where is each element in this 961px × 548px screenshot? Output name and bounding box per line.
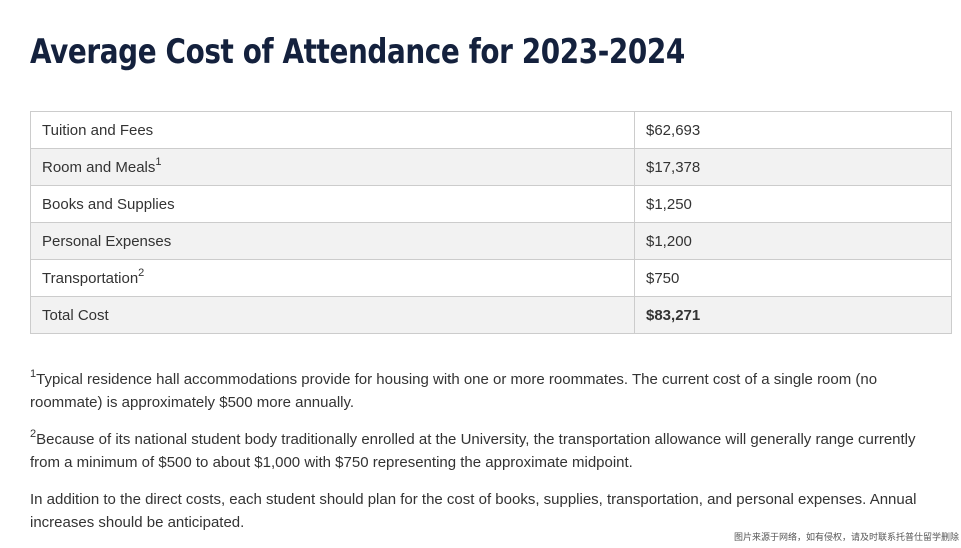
page-title: Average Cost of Attendance for 2023-2024	[30, 32, 685, 72]
footnote-marker: 2	[30, 428, 37, 440]
row-label: Room and Meals1	[30, 148, 635, 186]
row-label: Tuition and Fees	[30, 111, 635, 149]
footnote-1: 1Typical residence hall accommodations p…	[30, 368, 878, 412]
cost-table: Tuition and Fees $62,693 Room and Meals1…	[30, 111, 952, 334]
table-row-personal: Personal Expenses $1,200	[30, 222, 952, 260]
footnote-marker: 2	[138, 266, 145, 279]
row-value: $1,200	[634, 222, 952, 260]
row-label: Books and Supplies	[30, 185, 635, 223]
footnote-marker: 1	[155, 155, 162, 168]
row-label: Transportation2	[30, 259, 635, 297]
row-label: Personal Expenses	[30, 222, 635, 260]
footnote-2: 2Because of its national student body tr…	[30, 428, 916, 472]
watermark: 图片来源于网络，如有侵权，请及时联系托普仕留学删除	[733, 532, 959, 542]
footnote-marker: 1	[30, 368, 37, 380]
table-row-total: Total Cost $83,271	[30, 296, 952, 334]
row-value: $1,250	[634, 185, 952, 223]
row-value: $750	[634, 259, 952, 297]
total-cost-value: $83,271	[634, 296, 952, 334]
row-value: $17,378	[634, 148, 952, 186]
additional-costs-note: In addition to the direct costs, each st…	[30, 491, 917, 531]
table-row-books: Books and Supplies $1,250	[30, 185, 952, 223]
table-row-room-meals: Room and Meals1 $17,378	[30, 148, 952, 186]
row-label: Total Cost	[30, 296, 635, 334]
table-row-tuition: Tuition and Fees $62,693	[30, 111, 952, 149]
table-row-transportation: Transportation2 $750	[30, 259, 952, 297]
row-value: $62,693	[634, 111, 952, 149]
